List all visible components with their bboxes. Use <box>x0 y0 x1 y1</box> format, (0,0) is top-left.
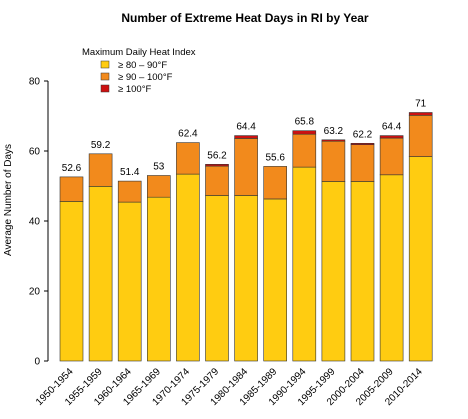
bar-segment-2 <box>350 144 375 182</box>
bar-value-label: 64.4 <box>382 122 402 133</box>
bar-segment-1 <box>176 173 200 362</box>
bar-segment-2 <box>263 166 288 200</box>
bar-segment-1 <box>263 198 288 362</box>
bar-segment-3 <box>292 130 317 135</box>
bar-segment-1 <box>292 166 317 362</box>
data-labels: 52.6 59.2 51.4 53 62.4 56.2 64.4 55.6 65.8 63.2 62… <box>62 99 427 179</box>
legend-label: ≥ 80 – 90°F <box>118 60 167 71</box>
bar-segment-3 <box>350 143 375 146</box>
bar-value-label: 71 <box>415 99 427 110</box>
legend-swatch <box>100 60 110 69</box>
y-tick-label: 20 <box>29 287 41 298</box>
bar-segment-3 <box>234 135 258 139</box>
bar-segment-2 <box>205 165 229 196</box>
bar-segment-2 <box>176 142 200 175</box>
y-tick-label: 40 <box>29 217 41 228</box>
bar-value-label: 63.2 <box>324 126 344 137</box>
bar-value-label: 53 <box>153 162 165 173</box>
bar-value-label: 59.2 <box>91 140 111 151</box>
bar-segment-2 <box>147 175 171 198</box>
bar-segment-1 <box>205 195 229 362</box>
bar-segment-2 <box>234 138 258 196</box>
bar-segment-1 <box>234 195 258 362</box>
bar-segment-1 <box>321 181 346 362</box>
bar-segment-2 <box>379 137 404 176</box>
legend: ≥ 80 – 90°F≥ 90 – 100°F≥ 100°F <box>100 60 173 95</box>
bar-segment-3 <box>321 139 346 142</box>
y-tick-label: 80 <box>29 77 41 88</box>
bar-value-label: 62.2 <box>353 129 373 140</box>
legend-swatch <box>100 72 110 81</box>
bar-value-label: 51.4 <box>120 167 140 178</box>
y-tick-label: 0 <box>34 357 40 368</box>
legend-label: ≥ 100°F <box>118 84 152 95</box>
bar-segment-1 <box>379 174 404 362</box>
bar-segment-1 <box>147 196 171 362</box>
y-axis-label: Average Number of Days <box>3 144 14 256</box>
bar-value-label: 62.4 <box>178 129 198 140</box>
legend-label: ≥ 90 – 100°F <box>118 72 173 83</box>
bar-segment-3 <box>408 112 433 116</box>
bar-value-label: 55.6 <box>265 152 285 163</box>
bar-segment-1 <box>408 156 433 362</box>
legend-swatch <box>100 84 110 93</box>
bar-value-label: 56.2 <box>207 150 227 161</box>
legend-title: Maximum Daily Heat Index <box>82 47 196 58</box>
bar-segment-1 <box>88 186 113 362</box>
bars <box>59 112 433 362</box>
bar-value-label: 52.6 <box>62 163 82 174</box>
bar-segment-1 <box>117 201 142 362</box>
bar-segment-3 <box>205 164 229 167</box>
bar-segment-2 <box>59 176 84 202</box>
bar-segment-2 <box>117 180 142 203</box>
chart-title: Number of Extreme Heat Days in RI by Yea… <box>121 11 369 25</box>
bar-segment-2 <box>321 140 346 182</box>
bar-value-label: 65.8 <box>295 117 315 128</box>
bar-segment-2 <box>292 133 317 168</box>
y-tick-label: 60 <box>29 147 41 158</box>
bar-segment-1 <box>350 181 375 362</box>
bar-segment-2 <box>408 115 433 157</box>
bar-segment-1 <box>59 201 84 362</box>
bar-segment-3 <box>379 135 404 139</box>
bar-value-label: 64.4 <box>236 122 256 133</box>
bar-segment-2 <box>88 153 113 187</box>
